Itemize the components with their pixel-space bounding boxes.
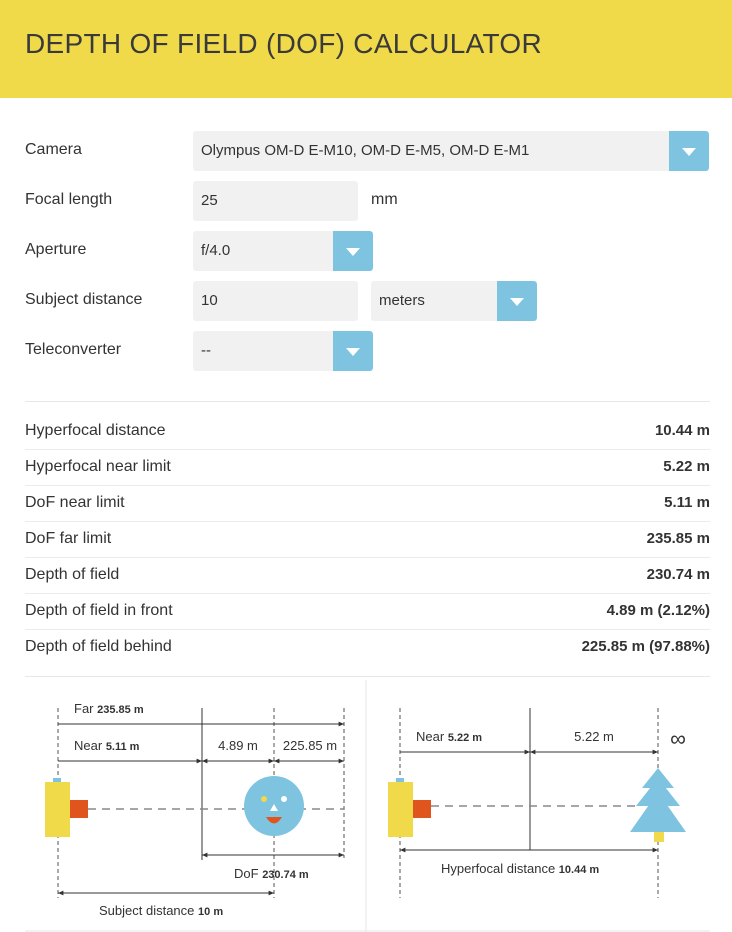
aperture-label: Aperture — [25, 241, 87, 258]
result-label: DoF far limit — [25, 530, 112, 547]
focal-length-input[interactable]: 25 — [193, 181, 358, 221]
result-value: 225.85 m (97.88%) — [581, 638, 710, 655]
face-icon — [244, 776, 304, 836]
teleconverter-select-value: -- — [201, 342, 211, 359]
near-label: Near 5.11 m — [74, 738, 140, 753]
result-value: 5.22 m — [663, 458, 710, 475]
result-label: Hyperfocal near limit — [25, 458, 171, 475]
hyperfocal-diagram: Near 5.22 m 5.22 m ∞ Hyperfocal distance… — [388, 708, 686, 898]
hyperfocal-diagram-label: Hyperfocal distance 10.44 m — [441, 861, 599, 876]
page-title: DEPTH OF FIELD (DOF) CALCULATOR — [25, 28, 542, 59]
section-divider — [25, 401, 710, 402]
mid-value: 5.22 m — [574, 729, 614, 744]
result-value: 5.11 m — [664, 494, 710, 511]
subject-distance-label: Subject distance — [25, 291, 143, 308]
result-value: 230.74 m — [646, 566, 710, 583]
result-label: Depth of field — [25, 566, 120, 583]
app-header: DEPTH OF FIELD (DOF) CALCULATOR — [0, 0, 732, 98]
camera-icon — [388, 778, 431, 837]
distance-unit-select[interactable]: meters — [371, 281, 537, 321]
chevron-down-icon[interactable] — [333, 231, 373, 271]
far-label: Far 235.85 m — [74, 701, 144, 716]
result-row: Depth of field 230.74 m — [25, 558, 710, 594]
camera-label: Camera — [25, 141, 82, 158]
result-row: DoF near limit 5.11 m — [25, 486, 710, 522]
result-label: Depth of field in front — [25, 602, 173, 619]
dof-diagram: Far 235.85 m Near 5.11 m 4.89 m 225.85 m… — [25, 680, 710, 932]
dof-left-diagram: Far 235.85 m Near 5.11 m 4.89 m 225.85 m… — [45, 701, 345, 918]
focal-length-label: Focal length — [25, 191, 113, 208]
result-value: 4.89 m (2.12%) — [606, 602, 710, 619]
result-row: Depth of field in front 4.89 m (2.12%) — [25, 594, 710, 630]
teleconverter-label: Teleconverter — [25, 341, 122, 358]
result-value: 235.85 m — [646, 530, 710, 547]
chevron-down-icon[interactable] — [333, 331, 373, 371]
result-label: DoF near limit — [25, 494, 125, 511]
infinity-icon: ∞ — [670, 726, 686, 751]
result-label: Hyperfocal distance — [25, 422, 166, 439]
result-row: Hyperfocal distance 10.44 m — [25, 414, 710, 450]
subject-distance-value: 10 — [201, 292, 218, 309]
focal-length-unit: mm — [371, 191, 398, 208]
camera-icon — [45, 778, 88, 837]
behind-value: 225.85 m — [283, 738, 337, 753]
hyperfocal-near-label: Near 5.22 m — [416, 729, 482, 744]
camera-select[interactable]: Olympus OM-D E-M10, OM-D E-M5, OM-D E-M1 — [193, 131, 709, 171]
teleconverter-select[interactable]: -- — [193, 331, 373, 371]
camera-select-value: Olympus OM-D E-M10, OM-D E-M5, OM-D E-M1 — [201, 142, 530, 159]
result-row: DoF far limit 235.85 m — [25, 522, 710, 558]
aperture-select[interactable]: f/4.0 — [193, 231, 373, 271]
result-row: Depth of field behind 225.85 m (97.88%) — [25, 630, 710, 666]
subject-distance-diagram-label: Subject distance 10 m — [99, 903, 223, 918]
result-value: 10.44 m — [654, 422, 710, 439]
dof-label: DoF 230.74 m — [234, 866, 309, 881]
tree-icon — [630, 768, 686, 842]
section-divider — [25, 676, 710, 677]
distance-unit-value: meters — [379, 292, 425, 309]
aperture-select-value: f/4.0 — [201, 242, 231, 259]
front-value: 4.89 m — [218, 738, 258, 753]
chevron-down-icon[interactable] — [669, 131, 709, 171]
chevron-down-icon[interactable] — [497, 281, 537, 321]
result-label: Depth of field behind — [25, 638, 172, 655]
focal-length-value: 25 — [201, 192, 218, 209]
subject-distance-input[interactable]: 10 — [193, 281, 358, 321]
result-row: Hyperfocal near limit 5.22 m — [25, 450, 710, 486]
